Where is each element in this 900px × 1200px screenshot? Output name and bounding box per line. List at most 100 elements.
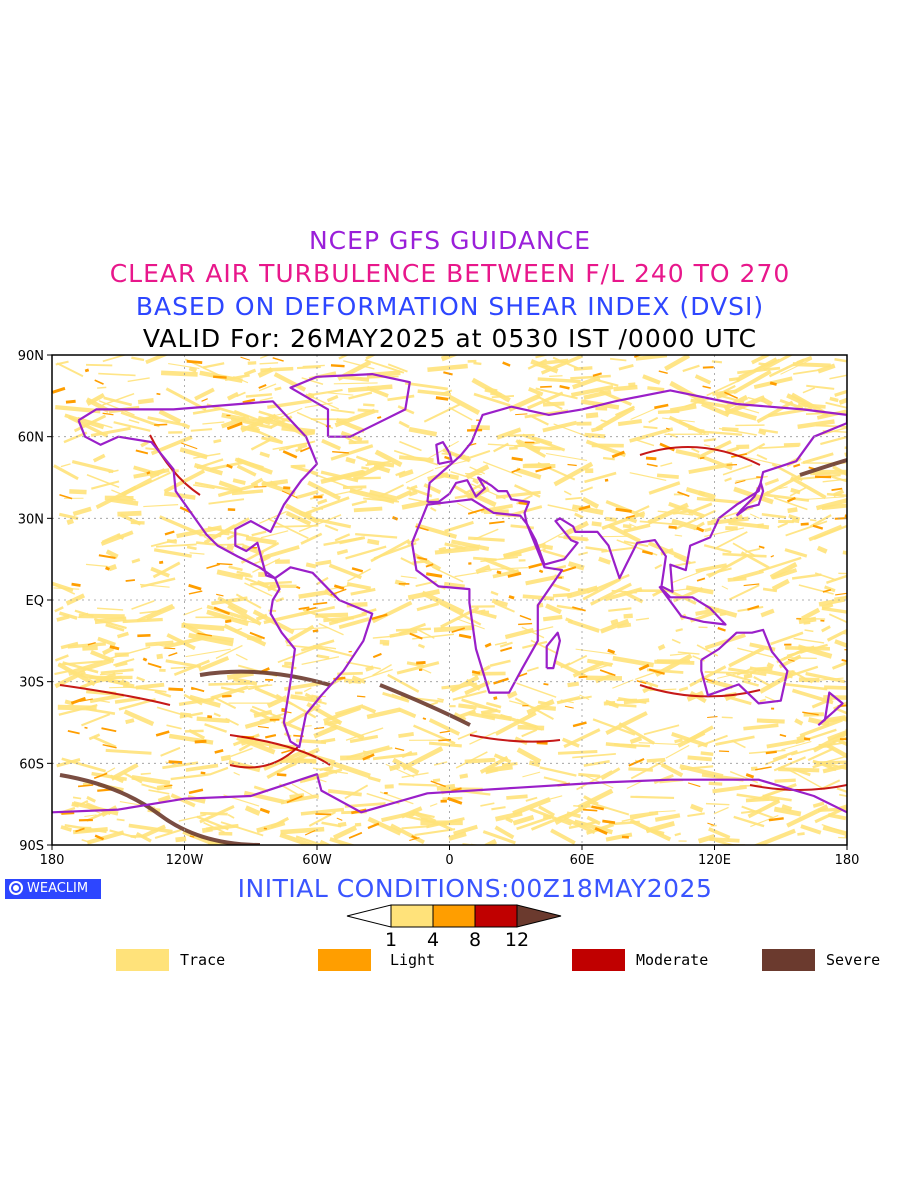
trace-patch (64, 413, 105, 430)
trace-patch (791, 573, 822, 580)
trace-patch (674, 534, 683, 537)
trace-patch (286, 444, 298, 451)
light-patch (94, 834, 105, 841)
trace-patch (687, 755, 712, 762)
trace-patch (804, 629, 814, 633)
trace-patch (349, 487, 395, 504)
trace-patch (800, 824, 822, 835)
trace-patch (433, 625, 475, 633)
trace-patch (599, 389, 633, 407)
trace-patch (590, 582, 632, 606)
trace-patch (284, 681, 321, 692)
trace-patch (558, 811, 573, 819)
light-patch (147, 662, 162, 669)
trace-patch (824, 685, 847, 690)
coastline-indonesia (658, 585, 727, 626)
trace-patch (749, 666, 793, 679)
light-patch (636, 680, 647, 685)
trace-patch (773, 806, 802, 817)
trace-patch (781, 741, 812, 751)
trace-patch (114, 661, 128, 668)
trace-patch (573, 366, 593, 371)
light-patch (67, 730, 80, 735)
trace-patch (618, 697, 647, 705)
trace-patch (735, 424, 765, 427)
trace-patch (475, 564, 491, 575)
trace-patch (270, 816, 290, 829)
light-patch (313, 495, 323, 499)
trace-patch (575, 648, 617, 656)
light-patch (476, 419, 480, 421)
trace-patch (328, 563, 362, 580)
legend-swatch-trace (116, 949, 169, 971)
trace-patch (572, 375, 601, 390)
light-patch (101, 727, 117, 733)
trace-patch (337, 671, 363, 676)
trace-patch (333, 488, 363, 496)
trace-patch (86, 474, 120, 489)
trace-patch (570, 374, 611, 380)
trace-patch (701, 402, 730, 418)
legend-label-severe: Severe (826, 951, 881, 969)
light-patch (535, 466, 552, 473)
light-patch (75, 827, 85, 833)
trace-patch (761, 513, 787, 519)
trace-patch (542, 401, 565, 407)
light-patch (768, 817, 784, 822)
trace-patch (170, 773, 210, 781)
trace-patch (654, 659, 695, 665)
trace-patch (145, 640, 174, 647)
trace-patch (504, 627, 535, 640)
valid-time: VALID For: 26MAY2025 at 0530 IST /0000 U… (142, 324, 758, 353)
trace-patch (527, 666, 539, 672)
trace-patch (669, 380, 706, 404)
trace-patch (577, 788, 614, 810)
trace-patch (793, 771, 825, 790)
trace-patch (764, 478, 779, 486)
trace-patch (664, 433, 709, 435)
light-patch (226, 421, 243, 431)
light-patch (755, 766, 772, 771)
light-patch (500, 646, 513, 652)
trace-patch (245, 393, 273, 398)
trace-patch (605, 832, 633, 842)
trace-patch (549, 375, 563, 377)
trace-patch (305, 393, 340, 410)
trace-patch (772, 568, 798, 580)
trace-patch (484, 838, 498, 845)
trace-patch (821, 823, 847, 836)
trace-patch (300, 807, 345, 816)
trace-patch (136, 676, 146, 682)
trace-patch (320, 737, 336, 744)
trace-patch (412, 559, 430, 564)
trace-patch (295, 447, 303, 453)
trace-patch (560, 699, 574, 704)
light-patch (201, 398, 208, 402)
trace-patch (771, 578, 790, 592)
light-patch (102, 412, 114, 416)
trace-patch (490, 590, 499, 596)
light-patch (332, 451, 349, 454)
light-patch (701, 677, 715, 683)
light-patch (109, 645, 120, 651)
trace-patch (459, 709, 476, 719)
trace-patch (656, 514, 666, 519)
colorbar-tick-1: 1 (384, 929, 398, 951)
light-patch (70, 696, 86, 705)
trace-patch (457, 730, 478, 740)
trace-patch (284, 624, 315, 645)
trace-patch (618, 363, 634, 371)
trace-patch (528, 760, 541, 768)
trace-patch (678, 840, 687, 842)
light-patch (625, 514, 635, 519)
light-patch (257, 725, 269, 729)
trace-patch (721, 585, 729, 590)
trace-patch (344, 802, 386, 808)
trace-patch (354, 822, 362, 827)
trace-patch (85, 563, 109, 568)
trace-patch (617, 419, 643, 427)
trace-patch (808, 524, 843, 542)
trace-patch (192, 407, 221, 415)
trace-patch (391, 693, 409, 701)
trace-patch (365, 460, 392, 467)
